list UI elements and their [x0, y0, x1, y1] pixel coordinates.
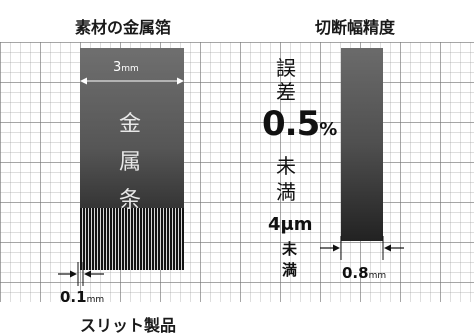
error-value: 0.5 [262, 104, 320, 144]
narrow-width-label: 0.8mm [342, 264, 386, 282]
precision-under-1: 未 [282, 240, 298, 258]
error-unit: % [319, 119, 338, 140]
left-title: 素材の金属箔 [75, 18, 172, 37]
bottom-label: スリット製品 [80, 316, 177, 335]
precision-value: 4μm [268, 214, 313, 235]
width-dimension-arrow [80, 77, 184, 85]
under-text-1: 未 [276, 154, 296, 178]
slit-width-label: 0.1mm [60, 288, 104, 306]
narrow-metal-strip [341, 48, 383, 241]
strip-text-3: 条 [119, 188, 142, 213]
right-title: 切断幅精度 [315, 18, 396, 37]
strip-text-1: 金 [119, 112, 142, 137]
error-text-2: 差 [276, 80, 296, 104]
narrow-width-arrows [320, 236, 404, 260]
slit-width-unit: mm [86, 295, 105, 305]
slit-width-value: 0.1 [60, 288, 87, 306]
strip-text-2: 属 [119, 150, 142, 175]
width-label: 3mm [113, 60, 139, 75]
error-text-1: 誤 [276, 56, 296, 80]
width-value: 3 [113, 60, 122, 75]
precision-under-2: 満 [282, 261, 298, 279]
error-value-label: 0.5% [262, 104, 337, 144]
width-unit: mm [121, 64, 139, 74]
under-text-2: 満 [276, 180, 296, 204]
narrow-width-value: 0.8 [342, 264, 369, 282]
narrow-width-unit: mm [368, 271, 387, 281]
slit-width-arrows [58, 262, 104, 286]
grid-paper-background [0, 42, 474, 302]
slit-lines [80, 208, 184, 270]
